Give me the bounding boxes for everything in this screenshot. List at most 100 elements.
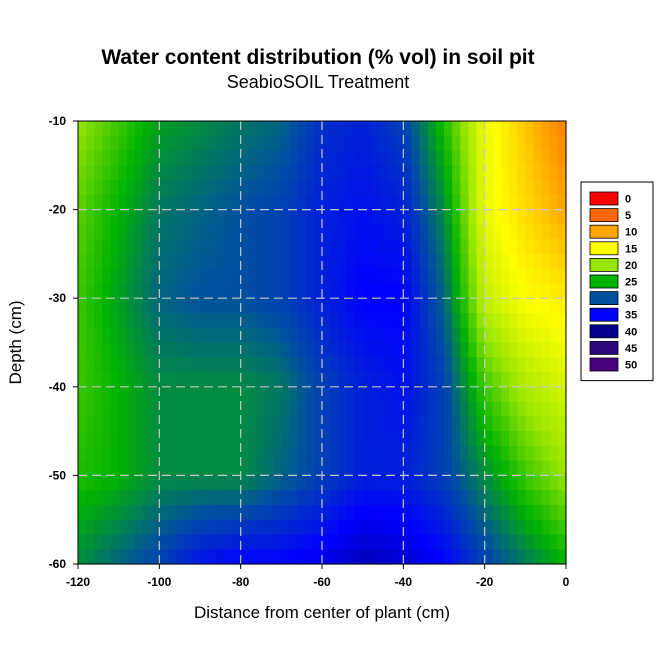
- heatmap-cell: [370, 445, 380, 462]
- heatmap-cell: [256, 460, 266, 476]
- heatmap-cell: [403, 312, 413, 329]
- heatmap-cell: [289, 504, 299, 521]
- heatmap-cell: [313, 180, 323, 196]
- heatmap-cell: [208, 268, 217, 285]
- legend-swatch: [589, 291, 619, 306]
- heatmap-cell: [500, 327, 510, 344]
- heatmap-cell: [143, 165, 152, 181]
- heatmap-cell: [460, 401, 469, 417]
- heatmap-cell: [549, 504, 559, 521]
- heatmap-cell: [232, 253, 242, 270]
- heatmap-cell: [143, 121, 152, 137]
- heatmap-cell: [460, 534, 469, 550]
- heatmap-cell: [403, 401, 413, 417]
- heatmap-cell: [484, 224, 494, 240]
- heatmap-cell: [265, 239, 274, 255]
- heatmap-cell: [297, 268, 307, 285]
- heatmap-cell: [297, 209, 307, 225]
- heatmap-cell: [419, 431, 429, 447]
- heatmap-cell: [240, 283, 250, 299]
- heatmap-cell: [102, 357, 112, 373]
- heatmap-cell: [159, 268, 169, 285]
- heatmap-cell: [183, 312, 193, 329]
- heatmap-cell: [484, 209, 494, 225]
- heatmap-cell: [492, 475, 502, 491]
- heatmap-cell: [484, 357, 494, 373]
- heatmap-cell: [557, 475, 567, 491]
- heatmap-cell: [322, 312, 331, 329]
- heatmap-cell: [452, 386, 461, 403]
- heatmap-cell: [322, 342, 331, 358]
- heatmap-cell: [517, 431, 526, 447]
- heatmap-cell: [134, 165, 144, 181]
- heatmap-cell: [557, 194, 567, 211]
- heatmap-cell: [200, 549, 209, 565]
- heatmap-cell: [159, 460, 169, 476]
- heatmap-cell: [435, 549, 445, 565]
- heatmap-cell: [208, 180, 217, 196]
- heatmap-cell: [86, 431, 95, 447]
- heatmap-cell: [509, 150, 518, 166]
- heatmap-cell: [248, 327, 258, 344]
- heatmap-cell: [265, 209, 274, 225]
- heatmap-cell: [151, 416, 160, 432]
- heatmap-cell: [289, 135, 299, 152]
- heatmap-cell: [110, 327, 120, 344]
- heatmap-cell: [159, 401, 169, 417]
- x-tick-label: -20: [476, 575, 494, 589]
- heatmap-cell: [167, 460, 177, 476]
- heatmap-cell: [387, 121, 396, 137]
- heatmap-cell: [126, 165, 136, 181]
- heatmap-cell: [200, 194, 209, 211]
- heatmap-cell: [216, 490, 225, 506]
- heatmap-cell: [191, 372, 201, 388]
- heatmap-cell: [387, 460, 396, 476]
- heatmap-cell: [305, 209, 315, 225]
- heatmap-cell: [411, 298, 421, 314]
- heatmap-cell: [94, 416, 103, 432]
- heatmap-cell: [476, 239, 486, 255]
- heatmap-cell: [281, 239, 291, 255]
- heatmap-cell: [354, 445, 364, 462]
- heatmap-cell: [110, 416, 120, 432]
- heatmap-cell: [126, 283, 136, 299]
- heatmap-cell: [232, 194, 242, 211]
- heatmap-cell: [102, 298, 112, 314]
- heatmap-cell: [256, 194, 266, 211]
- heatmap-cell: [541, 150, 551, 166]
- heatmap-cell: [256, 268, 266, 285]
- heatmap-cell: [265, 194, 274, 211]
- heatmap-cell: [403, 268, 413, 285]
- heatmap-cell: [200, 445, 209, 462]
- heatmap-cell: [175, 460, 185, 476]
- heatmap-cell: [281, 165, 291, 181]
- heatmap-cell: [549, 401, 559, 417]
- heatmap-cell: [216, 298, 225, 314]
- heatmap-cell: [419, 401, 429, 417]
- heatmap-cell: [240, 239, 250, 255]
- heatmap-cell: [183, 283, 193, 299]
- heatmap-cell: [151, 519, 160, 536]
- heatmap-cell: [354, 401, 364, 417]
- legend-label: 45: [625, 343, 637, 355]
- heatmap-cell: [224, 519, 234, 536]
- heatmap-cell: [110, 150, 120, 166]
- heatmap-cell: [118, 135, 128, 152]
- heatmap-cell: [395, 357, 404, 373]
- heatmap-cell: [403, 357, 413, 373]
- heatmap-cell: [427, 416, 437, 432]
- heatmap-cell: [452, 431, 461, 447]
- heatmap-cell: [305, 401, 315, 417]
- heatmap-cell: [557, 357, 567, 373]
- heatmap-cell: [273, 150, 282, 166]
- heatmap-cell: [240, 121, 250, 137]
- heatmap-cell: [143, 519, 152, 536]
- heatmap-cell: [313, 253, 323, 270]
- heatmap-cell: [427, 165, 437, 181]
- heatmap-cell: [110, 312, 120, 329]
- heatmap-cell: [265, 268, 274, 285]
- heatmap-cell: [517, 342, 526, 358]
- heatmap-cell: [387, 534, 396, 550]
- heatmap-cell: [322, 549, 331, 565]
- heatmap-cell: [256, 504, 266, 521]
